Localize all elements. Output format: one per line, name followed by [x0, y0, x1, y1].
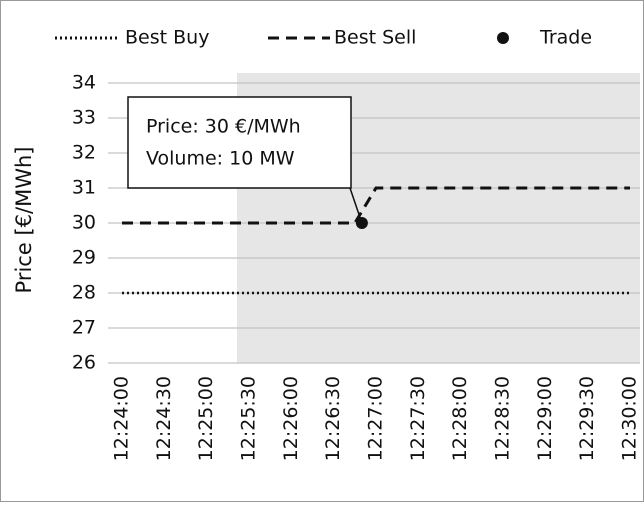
legend-label: Best Sell	[334, 27, 416, 49]
annotation-box	[127, 96, 352, 189]
x-tick-label: 12:30:00	[619, 376, 641, 461]
y-tick-label: 26	[72, 352, 96, 374]
x-tick-label: 12:28:30	[492, 376, 514, 461]
annotation-text: Volume: 10 MW	[146, 148, 295, 170]
y-tick-label: 27	[72, 317, 96, 339]
x-tick-label: 12:26:30	[322, 376, 344, 461]
x-tick-label: 12:24:30	[153, 376, 175, 461]
y-tick-label: 33	[72, 107, 96, 129]
x-tick-label: 12:26:00	[280, 376, 302, 461]
annotation-text: Price: 30 €/MWh	[146, 116, 301, 138]
x-tick-label: 12:27:30	[407, 376, 429, 461]
y-tick-label: 29	[72, 247, 96, 269]
x-tick-label: 12:25:00	[195, 376, 217, 461]
legend-marker	[497, 32, 509, 44]
x-tick-label: 12:25:30	[238, 376, 260, 461]
x-tick-label: 12:27:00	[365, 376, 387, 461]
y-tick-label: 30	[72, 212, 96, 234]
y-tick-label: 28	[72, 282, 96, 304]
y-tick-label: 32	[72, 142, 96, 164]
legend-label: Trade	[539, 27, 592, 49]
y-tick-label: 34	[72, 72, 96, 94]
series-line	[122, 186, 630, 225]
x-tick-label: 12:29:30	[576, 376, 598, 461]
x-tick-label: 12:29:00	[534, 376, 556, 461]
x-tick-label: 12:28:00	[449, 376, 471, 461]
x-tick-label: 12:24:00	[111, 376, 133, 461]
y-axis-label: Price [€/MWh]	[12, 147, 36, 294]
callout-line	[349, 187, 363, 224]
legend-label: Best Buy	[125, 27, 209, 49]
y-tick-label: 31	[72, 177, 96, 199]
